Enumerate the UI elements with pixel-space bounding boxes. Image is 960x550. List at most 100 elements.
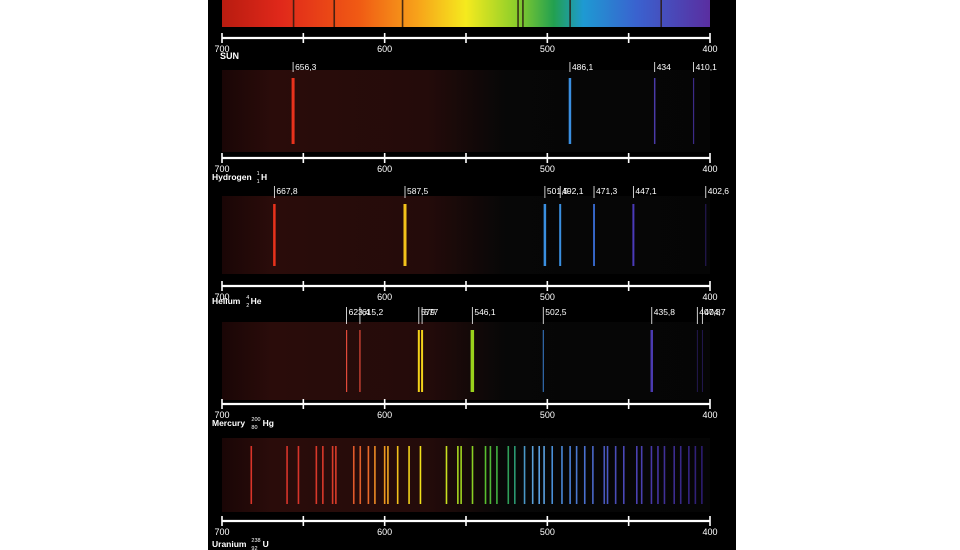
- emission-line: [419, 446, 422, 504]
- line-wavelength-label: 402,6: [708, 186, 730, 196]
- emission-line: [679, 446, 682, 504]
- emission-line: [297, 446, 300, 504]
- scale-tick-label: 500: [540, 410, 555, 420]
- spectra-diagram: 700 600 500 400 SUN 656,3 486,1 434 410,1 700 600 5…: [208, 0, 736, 550]
- scale-tick-label: 600: [377, 44, 392, 54]
- mass-number: 200: [251, 417, 260, 423]
- atomic-number: 1: [257, 179, 260, 185]
- scale-tick-label: 500: [540, 527, 555, 537]
- scale-ruler-sun: 700 600 500 400: [214, 33, 718, 54]
- scale-ruler-uranium: 700 600 500 400: [214, 516, 718, 537]
- emission-line: [542, 330, 544, 392]
- line-wavelength-label: 471,3: [596, 186, 618, 196]
- emission-line: [367, 446, 370, 504]
- line-wavelength-label: 492,1: [562, 186, 584, 196]
- emission-line: [273, 204, 276, 266]
- mass-number: 238: [251, 538, 260, 544]
- emission-line: [692, 78, 695, 144]
- element-symbol: U: [263, 539, 269, 549]
- emission-line: [632, 204, 635, 266]
- sun-absorption-line: [660, 0, 662, 27]
- emission-line: [614, 446, 617, 504]
- line-wavelength-label: 407,8: [699, 307, 721, 317]
- scale-tick-label: 600: [377, 410, 392, 420]
- sun-absorption-line: [401, 0, 404, 27]
- line-wavelength-label: 577: [424, 307, 438, 317]
- emission-line: [543, 446, 545, 504]
- emission-line: [445, 446, 448, 504]
- element-symbol: Hg: [263, 418, 274, 428]
- scale-tick-label: 700: [214, 44, 229, 54]
- emission-line: [396, 446, 399, 504]
- element-symbol: H: [261, 172, 267, 182]
- emission-line: [551, 446, 554, 504]
- scale-tick-label: 400: [702, 292, 717, 302]
- emission-line: [374, 446, 376, 504]
- emission-line: [531, 446, 534, 504]
- sun-absorption-line: [292, 0, 295, 27]
- scale-tick-label: 500: [540, 292, 555, 302]
- spectrum-background: [222, 438, 710, 512]
- sun-absorption-line: [333, 0, 336, 27]
- emission-line: [484, 446, 487, 504]
- scale-tick-label: 400: [702, 164, 717, 174]
- emission-line: [561, 446, 563, 504]
- line-wavelength-label: 501,5: [547, 186, 569, 196]
- mass-number: 4: [246, 295, 249, 301]
- line-wavelength-label: 404,7: [704, 307, 726, 317]
- sun-absorption-line: [517, 0, 519, 27]
- emission-line: [387, 446, 389, 504]
- element-name: Hydrogen: [212, 172, 252, 182]
- emission-line: [457, 446, 459, 504]
- line-wavelength-label: 623,4: [349, 307, 371, 317]
- scale-tick-label: 400: [702, 410, 717, 420]
- emission-line: [653, 78, 656, 144]
- scale-ruler-hydrogen: 700 600 500 400: [214, 153, 718, 174]
- line-wavelength-label: 587,5: [407, 186, 429, 196]
- emission-line: [701, 330, 703, 392]
- emission-line: [650, 330, 654, 392]
- line-wavelength-label: 447,1: [635, 186, 657, 196]
- scale-tick-label: 600: [377, 527, 392, 537]
- line-wavelength-label: 667,8: [276, 186, 298, 196]
- scale-tick-label: 500: [540, 44, 555, 54]
- emission-line: [523, 446, 526, 504]
- line-wavelength-label: 579: [421, 307, 435, 317]
- emission-line: [622, 446, 625, 504]
- emission-line: [421, 330, 424, 392]
- emission-line: [701, 446, 703, 504]
- emission-line: [606, 446, 609, 504]
- emission-line: [250, 446, 253, 504]
- emission-line: [663, 446, 666, 504]
- line-wavelength-label: 486,1: [572, 62, 594, 72]
- emission-line: [603, 446, 606, 504]
- emission-line: [286, 446, 288, 504]
- element-label-helium: Helium 4 2 He: [212, 295, 262, 309]
- line-wavelength-label: 434: [657, 62, 671, 72]
- mass-number: 1: [257, 171, 260, 177]
- sun-absorption-line: [522, 0, 524, 27]
- spectrum-background: [222, 196, 710, 274]
- emission-line: [650, 446, 653, 504]
- emission-line: [568, 78, 572, 144]
- emission-line: [657, 446, 659, 504]
- emission-line: [403, 204, 407, 266]
- emission-line: [417, 330, 420, 392]
- atomic-number: 80: [251, 425, 257, 431]
- emission-line: [694, 446, 697, 504]
- line-wavelength-label: 615,2: [362, 307, 384, 317]
- element-name: Mercury: [212, 418, 245, 428]
- emission-line: [489, 446, 492, 504]
- scale-ruler-helium: 700 600 500 400: [214, 281, 718, 302]
- scale-tick-label: 400: [702, 44, 717, 54]
- sun-spectrum: [222, 0, 710, 27]
- emission-line: [640, 446, 643, 504]
- emission-line: [696, 330, 698, 392]
- emission-line: [569, 446, 571, 504]
- spectrum-hydrogen: 656,3 486,1 434 410,1: [222, 62, 717, 152]
- emission-line: [315, 446, 318, 504]
- element-label-uranium: Uranium 238 92 U: [212, 538, 269, 550]
- element-name: Helium: [212, 296, 241, 306]
- sun-label: SUN: [220, 51, 239, 61]
